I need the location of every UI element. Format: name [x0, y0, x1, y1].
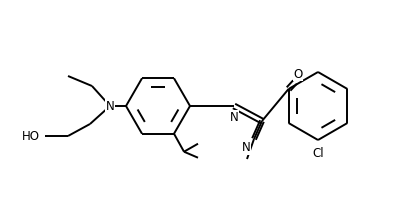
- Text: N: N: [230, 111, 238, 124]
- Text: O: O: [293, 67, 303, 80]
- Text: N: N: [242, 141, 250, 154]
- Text: Cl: Cl: [312, 147, 324, 160]
- Text: HO: HO: [22, 129, 40, 142]
- Text: N: N: [106, 99, 114, 112]
